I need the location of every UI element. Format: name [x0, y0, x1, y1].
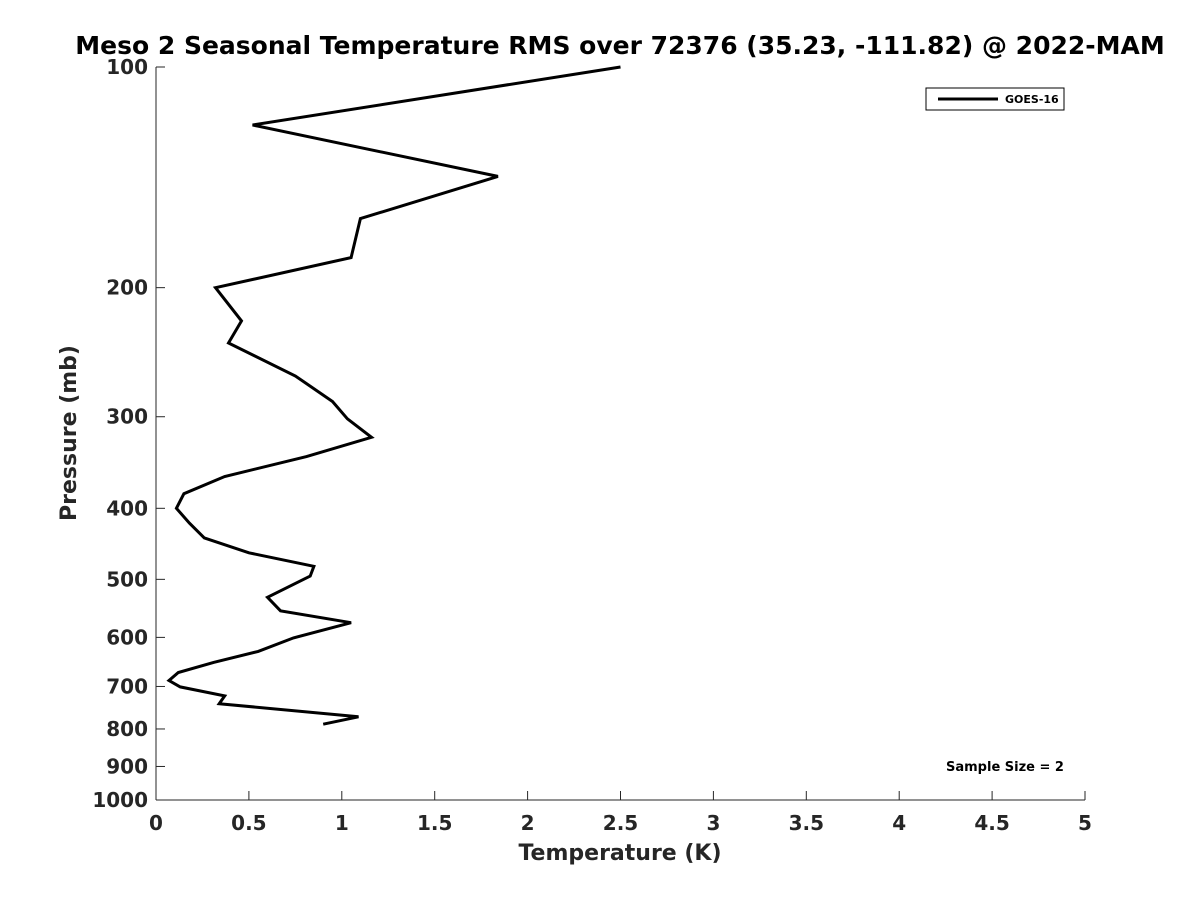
x-tick-label: 4.5 [974, 811, 1009, 835]
x-tick-label: 0 [149, 811, 163, 835]
x-tick-label: 0.5 [231, 811, 266, 835]
y-axis-label: Pressure (mb) [57, 345, 82, 521]
y-tick-label: 100 [106, 55, 148, 79]
x-tick-label: 1 [335, 811, 349, 835]
y-tick-label: 900 [106, 754, 148, 778]
series-line-0 [166, 65, 621, 726]
chart-title: Meso 2 Seasonal Temperature RMS over 723… [75, 31, 1164, 60]
y-tick-label: 1000 [92, 788, 148, 812]
x-tick-label: 4 [892, 811, 906, 835]
sample-size-annotation: Sample Size = 2 [946, 760, 1064, 775]
y-tick-label: 400 [106, 496, 148, 520]
y-tick-label: 300 [106, 405, 148, 429]
y-tick-label: 600 [106, 625, 148, 649]
legend-label-goes-16: GOES-16 [1005, 93, 1059, 106]
y-tick-label: 700 [106, 674, 148, 698]
y-tick-label: 800 [106, 717, 148, 741]
x-tick-label: 2.5 [603, 811, 638, 835]
y-tick-label: 500 [106, 567, 148, 591]
x-tick-label: 3.5 [789, 811, 824, 835]
legend: GOES-16 [925, 87, 1065, 111]
series-group [166, 65, 621, 726]
x-axis-label: Temperature (K) [518, 841, 721, 866]
y-axis-ticks: 100 200 300 400 500 600 700 800 900 1000 [92, 55, 165, 812]
y-tick-label: 200 [106, 276, 148, 300]
x-tick-label: 1.5 [417, 811, 452, 835]
x-tick-label: 3 [706, 811, 720, 835]
x-axis-ticks: 0 0.5 1 1.5 2 2.5 3 3.5 4 4.5 5 [149, 791, 1092, 835]
x-tick-label: 2 [521, 811, 535, 835]
x-tick-label: 5 [1078, 811, 1092, 835]
